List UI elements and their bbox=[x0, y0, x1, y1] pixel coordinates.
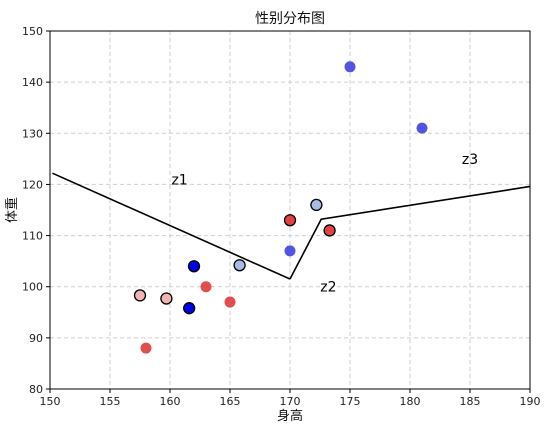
axis-ticks: 150 155 160 165 170 175 180 185 190 80 90 100 110 120… bbox=[22, 25, 541, 408]
x-axis-label: 身高 bbox=[277, 408, 303, 424]
zone-label: z2 bbox=[320, 280, 336, 296]
zone-labels: z1 z2 z3 bbox=[171, 152, 478, 296]
y-axis-label: 体重 bbox=[4, 197, 20, 223]
y-tick-label: 120 bbox=[22, 178, 43, 191]
zone-label: z3 bbox=[462, 152, 478, 168]
x-tick-label: 155 bbox=[100, 395, 121, 408]
scatter-point bbox=[323, 224, 336, 237]
scatter-point bbox=[344, 61, 356, 73]
scatter-point bbox=[416, 122, 428, 134]
y-tick-label: 140 bbox=[22, 76, 43, 89]
y-tick-label: 110 bbox=[22, 230, 43, 243]
x-tick-label: 160 bbox=[160, 395, 181, 408]
data-points bbox=[133, 61, 428, 354]
scatter-point bbox=[200, 281, 212, 293]
x-tick-label: 185 bbox=[460, 395, 481, 408]
zone-label: z1 bbox=[171, 172, 187, 188]
grid bbox=[50, 31, 530, 389]
scatter-point bbox=[310, 198, 323, 212]
scatter-point bbox=[133, 289, 147, 302]
y-tick-label: 150 bbox=[22, 25, 43, 38]
x-tick-label: 170 bbox=[280, 395, 301, 408]
boundary-line bbox=[289, 185, 531, 280]
chart-title: 性别分布图 bbox=[255, 11, 325, 27]
y-tick-label: 130 bbox=[22, 127, 43, 140]
x-tick-label: 150 bbox=[40, 395, 61, 408]
scatter-point bbox=[284, 245, 296, 257]
scatter-point bbox=[183, 302, 196, 315]
x-tick-label: 165 bbox=[220, 395, 241, 408]
scatter-point bbox=[140, 342, 152, 354]
x-tick-label: 180 bbox=[400, 395, 421, 408]
scatter-point bbox=[283, 214, 297, 227]
x-tick-label: 175 bbox=[340, 395, 361, 408]
scatter-point bbox=[224, 296, 236, 308]
decision-boundary bbox=[52, 172, 531, 280]
boundary-line bbox=[52, 172, 291, 280]
y-tick-label: 80 bbox=[29, 383, 43, 396]
x-tick-label: 190 bbox=[520, 395, 541, 408]
y-tick-label: 100 bbox=[22, 281, 43, 294]
y-tick-label: 90 bbox=[29, 332, 43, 345]
scatter-point bbox=[233, 259, 246, 272]
scatter-point bbox=[187, 260, 201, 273]
scatter-point bbox=[160, 292, 173, 305]
